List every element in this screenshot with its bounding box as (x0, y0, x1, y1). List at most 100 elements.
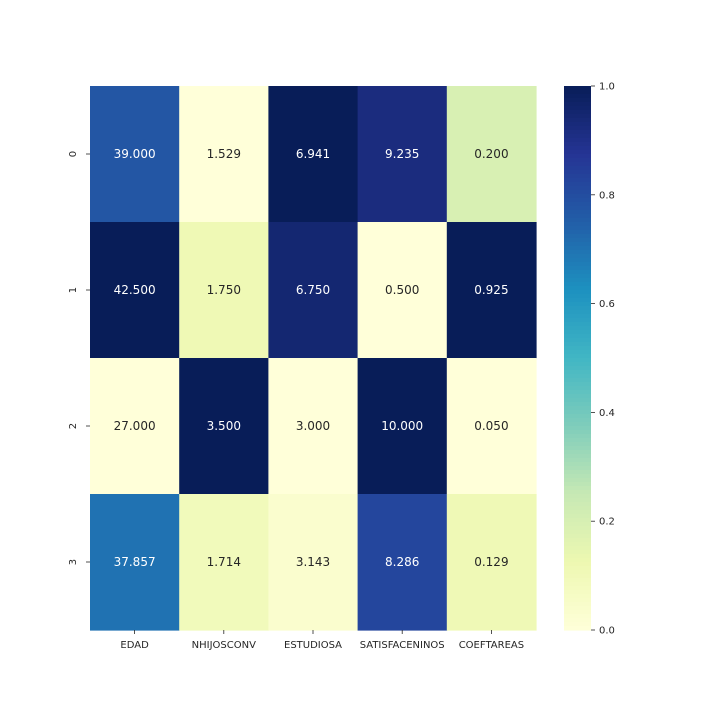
colorbar-segment (564, 126, 591, 131)
colorbar-segment (564, 326, 591, 331)
colorbar-tick-label: 0.6 (599, 299, 615, 310)
colorbar-segment (564, 402, 591, 407)
colorbar-segment (564, 366, 591, 371)
colorbar-segment (564, 154, 591, 159)
colorbar-segment (564, 298, 591, 303)
colorbar-segment (564, 230, 591, 235)
colorbar-segment (564, 110, 591, 115)
colorbar-segment (564, 114, 591, 119)
colorbar-segment (564, 374, 591, 379)
colorbar-segment (564, 434, 591, 439)
colorbar-segment (564, 506, 591, 511)
colorbar-segment (564, 278, 591, 283)
colorbar-segment (564, 98, 591, 103)
y-tick-label: 2 (68, 423, 79, 429)
colorbar-segment (564, 254, 591, 259)
colorbar-segment (564, 130, 591, 135)
cell-value-label: 9.235 (385, 147, 419, 161)
heatmap-cell (268, 358, 359, 495)
x-tick-label: EDAD (120, 640, 149, 651)
colorbar-segment (564, 346, 591, 351)
colorbar-segment (564, 246, 591, 251)
colorbar-segment (564, 318, 591, 323)
colorbar-segment (564, 166, 591, 171)
colorbar-segment (564, 194, 591, 199)
colorbar-segment (564, 302, 591, 307)
cell-value-label: 27.000 (114, 419, 156, 433)
heatmap-cell (90, 358, 180, 495)
colorbar-segment (564, 526, 591, 531)
colorbar-segment (564, 362, 591, 367)
heatmap-cell (446, 494, 537, 631)
cell-value-label: 37.857 (114, 555, 156, 569)
colorbar-segment (564, 478, 591, 483)
colorbar-segment (564, 170, 591, 175)
colorbar-segment (564, 370, 591, 375)
colorbar-segment (564, 410, 591, 415)
y-axis-ticks: 0 1 2 3 (68, 151, 90, 565)
colorbar-segment (564, 314, 591, 319)
heatmap-cell (446, 222, 537, 359)
colorbar-segment (564, 342, 591, 347)
colorbar-segment (564, 350, 591, 355)
colorbar-segment (564, 550, 591, 555)
colorbar-segment (564, 122, 591, 127)
colorbar-segment (564, 618, 591, 623)
cell-value-label: 1.714 (207, 555, 241, 569)
colorbar-segment (564, 226, 591, 231)
cell-value-label: 6.750 (296, 283, 330, 297)
colorbar-segment (564, 610, 591, 615)
colorbar-segment (564, 398, 591, 403)
cell-value-label: 0.925 (474, 283, 508, 297)
y-tick-label: 1 (68, 287, 79, 293)
colorbar-segment (564, 390, 591, 395)
x-tick-label: ESTUDIOSA (284, 640, 342, 651)
colorbar-segment (564, 574, 591, 579)
colorbar-segment (564, 514, 591, 519)
cell-value-label: 3.500 (207, 419, 241, 433)
colorbar-segment (564, 102, 591, 107)
colorbar-segment (564, 150, 591, 155)
heatmap-cell (90, 86, 180, 223)
colorbar-segment (564, 338, 591, 343)
colorbar-segment (564, 94, 591, 99)
cell-value-label: 10.000 (381, 419, 423, 433)
colorbar-segment (564, 602, 591, 607)
colorbar-segment (564, 378, 591, 383)
colorbar-segment (564, 134, 591, 139)
colorbar-segment (564, 454, 591, 459)
colorbar-segment (564, 570, 591, 575)
heatmap-cells: 39.000 1.529 6.941 9.235 0.200 42.500 1.750 6.7… (90, 86, 537, 631)
colorbar-segment (564, 206, 591, 211)
colorbar-segment (564, 158, 591, 163)
colorbar-segment (564, 470, 591, 475)
colorbar-segment (564, 482, 591, 487)
colorbar-segment (564, 438, 591, 443)
heatmap-cell (268, 494, 359, 631)
colorbar-segment (564, 462, 591, 467)
colorbar-segment (564, 386, 591, 391)
colorbar-segment (564, 426, 591, 431)
colorbar-segment (564, 174, 591, 179)
heatmap-cell (357, 494, 448, 631)
colorbar-segment (564, 266, 591, 271)
colorbar-segment (564, 530, 591, 535)
colorbar-segment (564, 538, 591, 543)
colorbar-segment (564, 382, 591, 387)
colorbar-segment (564, 310, 591, 315)
heatmap-cell (446, 86, 537, 223)
heatmap-cell (268, 86, 359, 223)
cell-value-label: 1.750 (207, 283, 241, 297)
colorbar-segment (564, 446, 591, 451)
colorbar-tick-label: 1.0 (599, 82, 615, 93)
colorbar-segment (564, 534, 591, 539)
colorbar-segment (564, 86, 591, 91)
colorbar-segment (564, 558, 591, 563)
heatmap-cell (357, 222, 448, 359)
colorbar-segment (564, 414, 591, 419)
colorbar-segment (564, 442, 591, 447)
colorbar-segment (564, 554, 591, 559)
colorbar-segment (564, 450, 591, 455)
colorbar-segment (564, 354, 591, 359)
cell-value-label: 42.500 (114, 283, 156, 297)
